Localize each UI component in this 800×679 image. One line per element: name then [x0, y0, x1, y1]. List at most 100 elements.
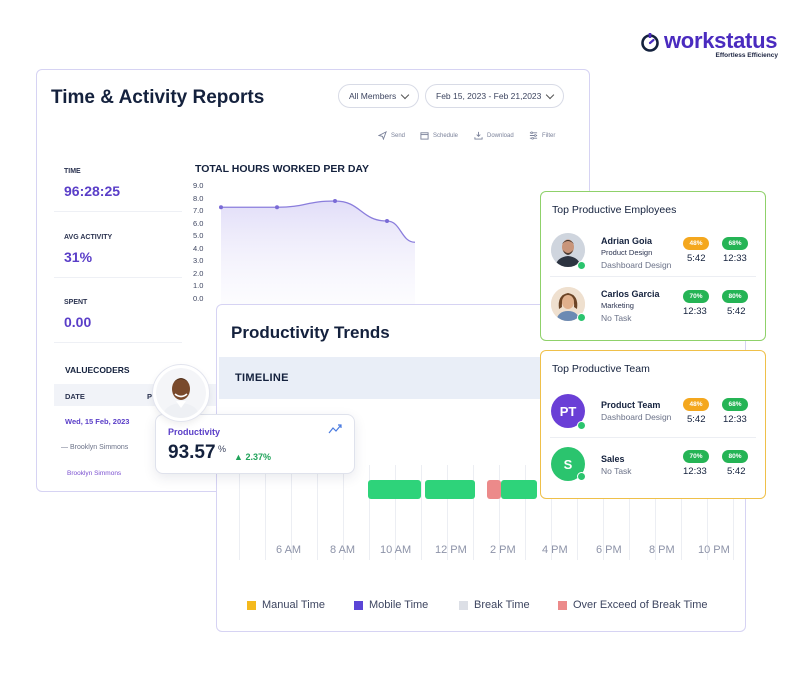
- send-button[interactable]: Send: [378, 131, 405, 140]
- time-value: 5:42: [727, 306, 746, 317]
- employee-task: Dashboard Design: [601, 260, 672, 270]
- productivity-card: Productivity 93.57 % ▲ 2.37%: [155, 414, 355, 474]
- timeline-segment[interactable]: [368, 480, 421, 499]
- legend-swatch: [558, 600, 567, 610]
- activity-badge: 80%: [722, 290, 748, 303]
- hour-label: 8 PM: [649, 544, 675, 556]
- date-range-dropdown[interactable]: Feb 15, 2023 - Feb 21,2023: [425, 84, 565, 108]
- chart-point[interactable]: [333, 199, 337, 203]
- grid-line: [395, 465, 396, 560]
- hour-label: 2 PM: [490, 544, 516, 556]
- hour-label: 10 AM: [380, 544, 412, 556]
- page-title: Time & Activity Reports: [51, 87, 265, 108]
- hour-label: 6 AM: [276, 544, 302, 556]
- date-range-label: Feb 15, 2023 - Feb 21,2023: [436, 91, 542, 101]
- grid-line: [291, 465, 292, 560]
- member-name: — Brooklyn Simmons: [61, 444, 129, 451]
- activity-badge: 80%: [722, 450, 748, 463]
- time-value: 12:33: [723, 414, 747, 425]
- members-dropdown[interactable]: All Members: [338, 84, 420, 108]
- hour-label: 8 AM: [330, 544, 356, 556]
- team-name: Sales: [601, 454, 625, 464]
- chart-point[interactable]: [219, 205, 223, 210]
- grid-line: [733, 465, 734, 560]
- person-avatar-icon: [551, 233, 585, 267]
- timeline-segment[interactable]: [487, 480, 501, 499]
- stat-avg-activity: AVG ACTIVITY 31%: [54, 222, 182, 278]
- activity-badge: 48%: [683, 398, 709, 411]
- grid-line: [421, 465, 422, 560]
- y-tick-label: 9.0: [193, 181, 204, 190]
- trend-line-icon: [328, 424, 342, 434]
- employee-role: Marketing: [601, 301, 634, 310]
- panel-title: Top Productive Team: [552, 363, 650, 375]
- calendar-icon: [420, 132, 429, 140]
- stat-value: 96:28:25: [64, 183, 121, 199]
- productivity-label: Productivity: [168, 427, 221, 437]
- top-employees-panel: Top Productive Employees Adrian Goia Pro…: [540, 191, 766, 341]
- stat-time: TIME 96:28:25: [54, 156, 182, 212]
- row-date[interactable]: Wed, 15 Feb, 2023: [65, 417, 130, 426]
- top-team-panel: Top Productive Team PT Product Team Dash…: [540, 350, 766, 499]
- divider: [550, 437, 756, 438]
- grid-line: [265, 465, 266, 560]
- logo-wordmark: workstatus: [664, 28, 778, 53]
- legend-manual: Manual Time: [247, 599, 325, 611]
- grid-line: [499, 465, 500, 560]
- chart-title: TOTAL HOURS WORKED PER DAY: [195, 163, 370, 175]
- productivity-unit: %: [218, 444, 227, 454]
- chart-point[interactable]: [385, 219, 389, 223]
- chart-point[interactable]: [275, 205, 279, 210]
- chevron-down-icon: [546, 90, 555, 99]
- avatar: [153, 365, 209, 421]
- valuecoders-title: VALUECODERS: [65, 365, 130, 375]
- online-status-icon: [577, 313, 586, 322]
- hour-label: 12 PM: [435, 544, 467, 556]
- divider: [550, 276, 756, 277]
- productivity-delta: ▲ 2.37%: [234, 452, 271, 462]
- filter-label: Filter: [542, 132, 556, 139]
- column-date: DATE: [65, 392, 85, 401]
- grid-line: [551, 465, 552, 560]
- y-tick-label: 3.0: [193, 256, 204, 265]
- stat-value: 31%: [64, 249, 93, 265]
- timeline-segment[interactable]: [425, 480, 475, 499]
- send-label: Send: [391, 132, 406, 139]
- grid-line: [603, 465, 604, 560]
- time-value: 5:42: [727, 466, 746, 477]
- delta-value: 2.37%: [245, 452, 271, 462]
- member-link[interactable]: Brooklyn Simmons: [67, 470, 122, 477]
- y-tick-label: 0.0: [193, 293, 204, 303]
- chevron-down-icon: [400, 90, 410, 99]
- time-value: 5:42: [687, 414, 706, 425]
- online-status-icon: [577, 472, 586, 481]
- y-tick-label: 8.0: [193, 193, 204, 203]
- timeline-segment[interactable]: [501, 480, 537, 499]
- clock-logo-icon: [641, 33, 659, 52]
- employee-name: Adrian Goia: [601, 236, 653, 246]
- online-status-icon: [577, 421, 586, 430]
- grid-line: [655, 465, 656, 560]
- y-tick-label: 6.0: [193, 218, 204, 228]
- filter-button[interactable]: Filter: [529, 131, 555, 140]
- timeline-label: TIMELINE: [235, 372, 289, 384]
- schedule-button[interactable]: Schedule: [420, 131, 458, 140]
- activity-badge: 70%: [683, 290, 709, 303]
- avatar[interactable]: [551, 233, 585, 267]
- legend-break: Break Time: [459, 599, 530, 611]
- grid-line: [681, 465, 682, 560]
- workstatus-logo: workstatus Effortless Efficiency: [638, 28, 788, 60]
- team-task: Dashboard Design: [601, 412, 672, 422]
- stat-label: TIME: [64, 168, 81, 175]
- legend-label: Manual Time: [262, 599, 325, 611]
- stat-label: SPENT: [64, 299, 88, 306]
- online-status-icon: [577, 261, 586, 270]
- stat-value: 0.00: [64, 314, 92, 330]
- time-value: 5:42: [687, 253, 706, 264]
- schedule-label: Schedule: [433, 132, 459, 139]
- panel-title: Top Productive Employees: [552, 204, 677, 216]
- send-icon: [378, 131, 387, 140]
- download-button[interactable]: Download: [474, 131, 514, 140]
- activity-badge: 68%: [722, 237, 748, 250]
- team-name: Product Team: [601, 400, 661, 410]
